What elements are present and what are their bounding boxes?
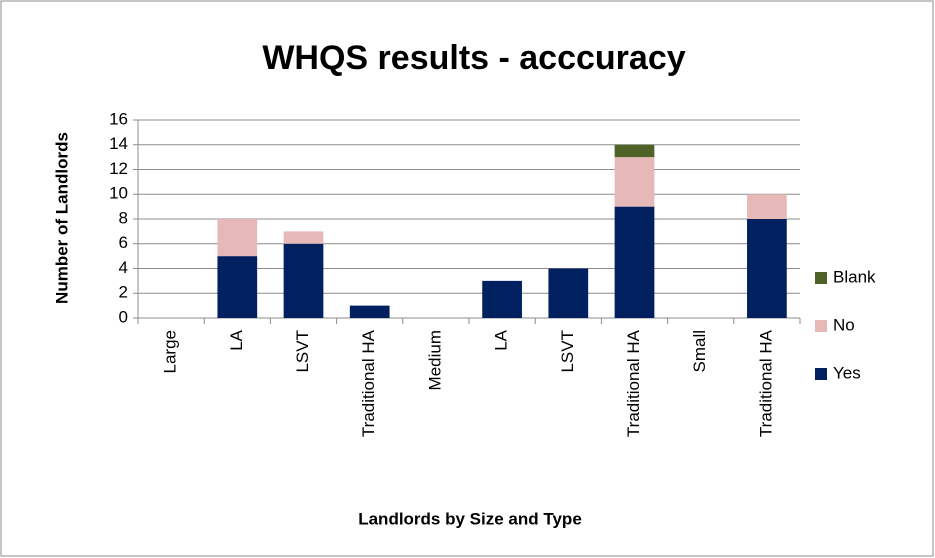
x-axis-title: Landlords by Size and Type (358, 509, 582, 528)
y-tick-label: 16 (109, 109, 128, 128)
bar-segment (217, 219, 258, 257)
legend-label: No (833, 315, 855, 334)
y-tick-label: 8 (119, 208, 128, 227)
y-tick-label: 6 (119, 233, 128, 252)
x-tick-label: LA (492, 329, 511, 350)
legend-swatch (815, 368, 827, 380)
y-tick-label: 2 (119, 283, 128, 302)
bar-segment (283, 231, 324, 244)
legend-swatch (815, 320, 827, 332)
y-tick-label: 12 (109, 159, 128, 178)
bar-segment (217, 256, 258, 318)
x-tick-label: Traditional HA (359, 329, 378, 437)
bar-segment (548, 268, 589, 318)
bar-segment (747, 194, 787, 219)
legend-label: Blank (833, 267, 876, 286)
y-tick-label: 14 (109, 134, 128, 153)
x-tick-label: LSVT (293, 330, 312, 373)
bar-segment (283, 243, 324, 318)
y-axis-title: Number of Landlords (52, 132, 71, 304)
x-tick-label: Large (161, 330, 180, 373)
legend-label: Yes (833, 363, 861, 382)
x-tick-label: Small (690, 330, 709, 373)
bar-segment (349, 305, 390, 318)
bar-segment (614, 157, 655, 207)
legend-swatch (815, 272, 827, 284)
x-tick-label: LSVT (558, 330, 577, 373)
bar-segment (747, 219, 787, 318)
chart-title: WHQS results - acccuracy (262, 39, 685, 77)
x-tick-label: Traditional HA (756, 329, 775, 437)
bar-segment (614, 206, 655, 318)
x-tick-label: LA (227, 329, 246, 350)
y-tick-label: 10 (109, 184, 128, 203)
y-tick-label: 4 (119, 258, 128, 277)
bar-segment (482, 280, 522, 318)
x-tick-label: Medium (425, 330, 444, 390)
x-tick-label: Traditional HA (624, 329, 643, 437)
bar-segment (614, 144, 655, 158)
y-tick-label: 0 (119, 307, 128, 326)
